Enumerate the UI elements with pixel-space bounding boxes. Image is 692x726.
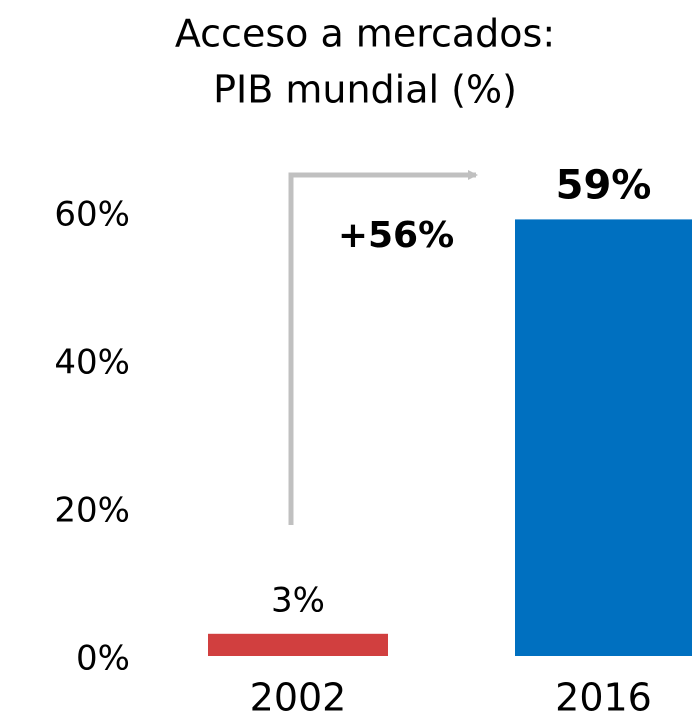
y-tick-label: 40% xyxy=(54,343,130,383)
y-tick-label: 0% xyxy=(76,639,130,679)
y-tick-label: 20% xyxy=(54,491,130,531)
chart-title: PIB mundial (%) xyxy=(213,68,517,112)
bar xyxy=(515,219,692,656)
data-label: 3% xyxy=(271,580,325,620)
change-arrow xyxy=(288,170,478,525)
bar xyxy=(208,633,388,656)
x-tick-label: 2002 xyxy=(250,676,347,720)
annotation: +56% xyxy=(338,215,454,256)
chart-title: Acceso a mercados: xyxy=(175,12,555,56)
x-tick-label: 2016 xyxy=(555,676,652,720)
y-tick-label: 60% xyxy=(54,195,130,235)
data-label: 59% xyxy=(556,162,652,208)
